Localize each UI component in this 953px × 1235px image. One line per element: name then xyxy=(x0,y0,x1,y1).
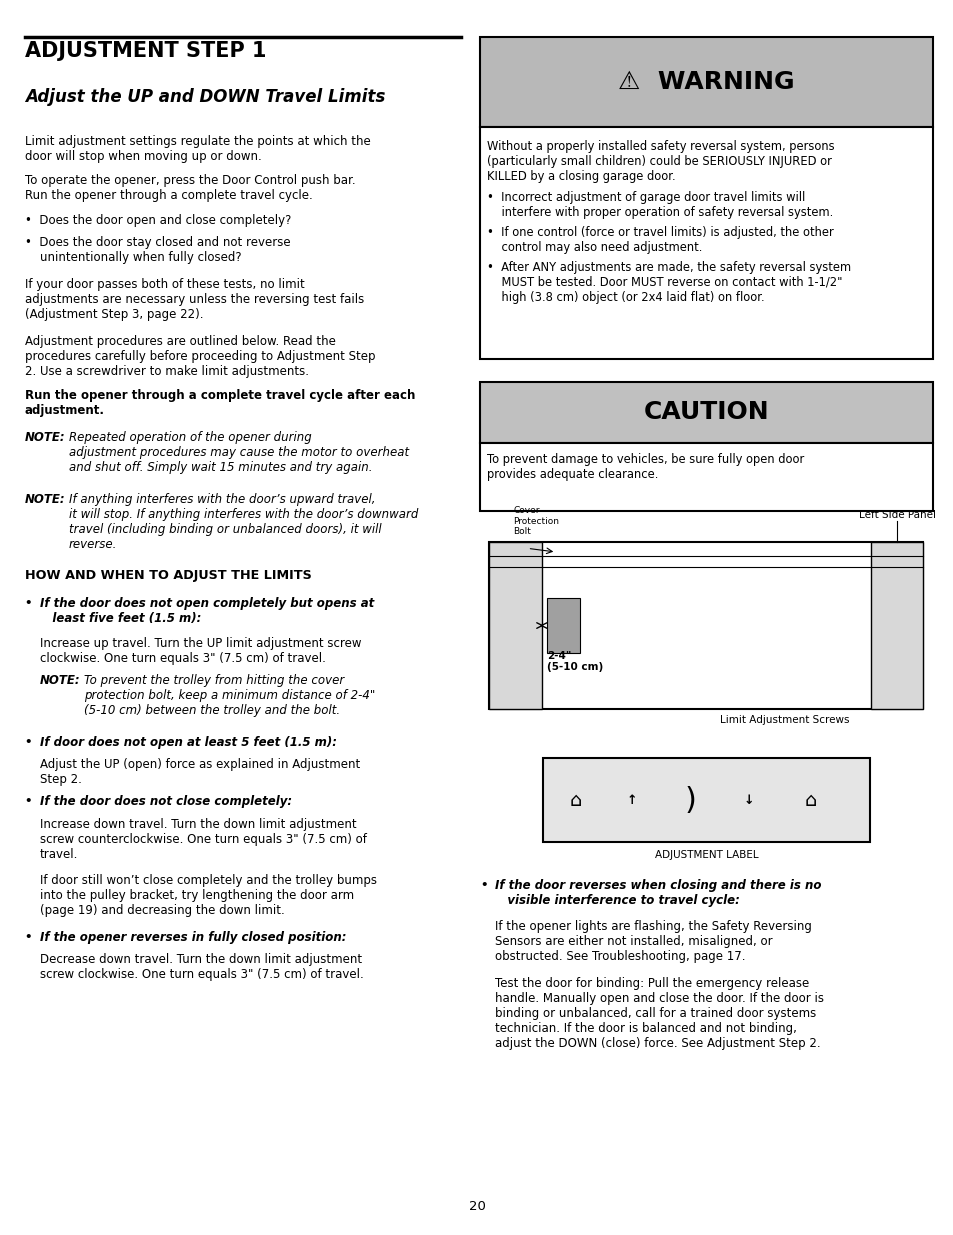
Text: •  If one control (force or travel limits) is adjusted, the other
    control ma: • If one control (force or travel limits… xyxy=(487,226,833,254)
Text: If the door does not close completely:: If the door does not close completely: xyxy=(40,795,292,809)
Text: •: • xyxy=(25,736,32,750)
Text: If door still won’t close completely and the trolley bumps
into the pulley brack: If door still won’t close completely and… xyxy=(40,874,376,918)
Text: If anything interferes with the door’s upward travel,
it will stop. If anything : If anything interferes with the door’s u… xyxy=(69,493,417,551)
Text: •  Does the door stay closed and not reverse
    unintentionally when fully clos: • Does the door stay closed and not reve… xyxy=(25,236,290,264)
Text: Limit Adjustment Screws: Limit Adjustment Screws xyxy=(720,715,848,725)
Text: Increase down travel. Turn the down limit adjustment
screw counterclockwise. One: Increase down travel. Turn the down limi… xyxy=(40,818,367,861)
Text: Without a properly installed safety reversal system, persons
(particularly small: Without a properly installed safety reve… xyxy=(487,140,834,183)
Bar xyxy=(489,542,541,709)
Text: •: • xyxy=(25,931,32,945)
Text: NOTE:: NOTE: xyxy=(25,493,66,506)
Bar xyxy=(479,37,932,127)
Text: •: • xyxy=(479,879,487,893)
Bar xyxy=(479,443,932,511)
Circle shape xyxy=(659,619,682,648)
Text: ): ) xyxy=(683,785,696,815)
Text: ⌂: ⌂ xyxy=(569,790,581,810)
Text: Run the opener through a complete travel cycle after each
adjustment.: Run the opener through a complete travel… xyxy=(25,389,415,417)
Text: Limit adjustment settings regulate the points at which the
door will stop when m: Limit adjustment settings regulate the p… xyxy=(25,135,370,163)
Text: Decrease down travel. Turn the down limit adjustment
screw clockwise. One turn e: Decrease down travel. Turn the down limi… xyxy=(40,953,363,982)
Text: ⚠  WARNING: ⚠ WARNING xyxy=(618,70,794,94)
Text: To operate the opener, press the Door Control push bar.
Run the opener through a: To operate the opener, press the Door Co… xyxy=(25,174,355,203)
Text: ↑: ↑ xyxy=(625,794,636,806)
Text: NOTE:: NOTE: xyxy=(25,431,66,445)
Bar xyxy=(489,542,923,709)
Text: ADJUSTMENT LABEL: ADJUSTMENT LABEL xyxy=(654,850,758,860)
Text: ↓: ↓ xyxy=(742,794,753,806)
Bar xyxy=(543,758,869,842)
Text: HOW AND WHEN TO ADJUST THE LIMITS: HOW AND WHEN TO ADJUST THE LIMITS xyxy=(25,569,312,583)
Text: Repeated operation of the opener during
adjustment procedures may cause the moto: Repeated operation of the opener during … xyxy=(69,431,409,474)
Text: If the door does not open completely but opens at
   least five feet (1.5 m):: If the door does not open completely but… xyxy=(40,597,374,625)
Text: NOTE:: NOTE: xyxy=(40,674,81,688)
Text: If the opener reverses in fully closed position:: If the opener reverses in fully closed p… xyxy=(40,931,346,945)
Text: Adjust the UP (open) force as explained in Adjustment
Step 2.: Adjust the UP (open) force as explained … xyxy=(40,758,360,787)
Bar xyxy=(479,127,932,359)
Text: Test the door for binding: Pull the emergency release
handle. Manually open and : Test the door for binding: Pull the emer… xyxy=(495,977,823,1050)
Text: If your door passes both of these tests, no limit
adjustments are necessary unle: If your door passes both of these tests,… xyxy=(25,278,364,321)
Bar xyxy=(479,382,932,443)
Text: If the opener lights are flashing, the Safety Reversing
Sensors are either not i: If the opener lights are flashing, the S… xyxy=(495,920,811,963)
Text: Adjustment procedures are outlined below. Read the
procedures carefully before p: Adjustment procedures are outlined below… xyxy=(25,335,375,378)
Text: If door does not open at least 5 feet (1.5 m):: If door does not open at least 5 feet (1… xyxy=(40,736,336,750)
Text: •  After ANY adjustments are made, the safety reversal system
    MUST be tested: • After ANY adjustments are made, the sa… xyxy=(487,261,851,304)
Text: Adjust the UP and DOWN Travel Limits: Adjust the UP and DOWN Travel Limits xyxy=(25,88,385,106)
Text: CAUTION: CAUTION xyxy=(643,400,768,425)
Text: To prevent the trolley from hitting the cover
protection bolt, keep a minimum di: To prevent the trolley from hitting the … xyxy=(84,674,375,718)
Text: If the door reverses when closing and there is no
   visible interference to tra: If the door reverses when closing and th… xyxy=(495,879,821,908)
Text: •  Incorrect adjustment of garage door travel limits will
    interfere with pro: • Incorrect adjustment of garage door tr… xyxy=(487,191,833,220)
Text: •: • xyxy=(25,597,32,610)
Text: Increase up travel. Turn the UP limit adjustment screw
clockwise. One turn equal: Increase up travel. Turn the UP limit ad… xyxy=(40,637,361,666)
Text: To prevent damage to vehicles, be sure fully open door
provides adequate clearan: To prevent damage to vehicles, be sure f… xyxy=(487,453,804,482)
Text: 2-4"
(5-10 cm): 2-4" (5-10 cm) xyxy=(546,651,602,672)
Text: Cover
Protection
Bolt: Cover Protection Bolt xyxy=(513,506,558,536)
Bar xyxy=(870,542,923,709)
Text: 20: 20 xyxy=(468,1199,485,1213)
Text: •  Does the door open and close completely?: • Does the door open and close completel… xyxy=(25,214,291,227)
Text: •: • xyxy=(25,795,32,809)
Text: Left Side Panel: Left Side Panel xyxy=(858,510,935,520)
Bar xyxy=(546,598,579,653)
Text: ⌂: ⌂ xyxy=(803,790,816,810)
Text: ADJUSTMENT STEP 1: ADJUSTMENT STEP 1 xyxy=(25,41,266,61)
